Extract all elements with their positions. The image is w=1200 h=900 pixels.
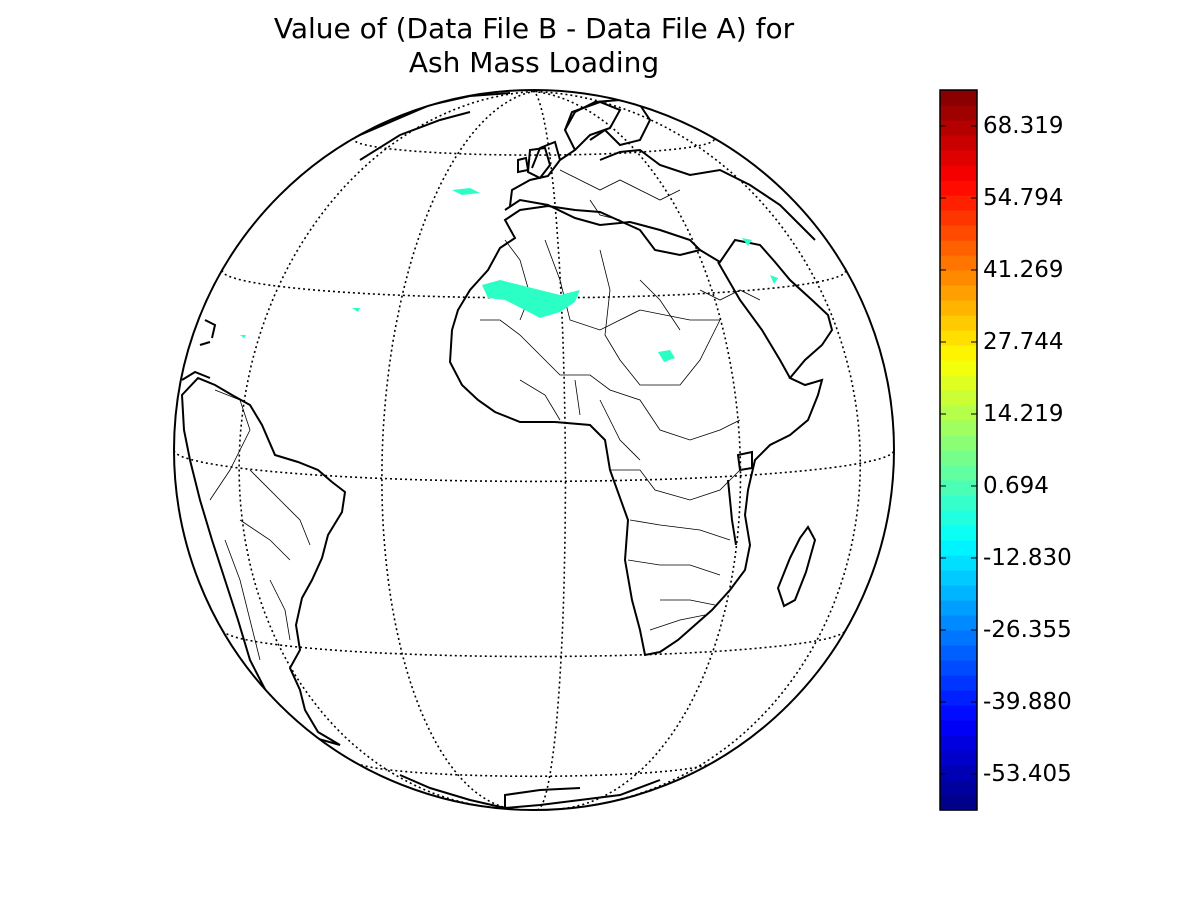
colorbar-level bbox=[940, 315, 977, 331]
british-isles-coastline bbox=[517, 146, 552, 180]
colorbar-tick-label: -39.880 bbox=[983, 689, 1072, 715]
colorbar-level bbox=[940, 195, 977, 211]
meridian-line bbox=[533, 90, 742, 810]
colorbar-level bbox=[940, 720, 977, 736]
colorbar-level bbox=[940, 165, 977, 181]
lake-victoria bbox=[736, 450, 753, 472]
colorbar-level bbox=[940, 270, 977, 286]
land-boundaries bbox=[180, 92, 834, 810]
chart-title-line-1: Value of (Data File B - Data File A) for bbox=[273, 12, 795, 45]
colorbar-level bbox=[940, 570, 977, 586]
colorbar-level bbox=[940, 150, 977, 166]
colorbar-level bbox=[940, 765, 977, 781]
colorbar-tick-label: 27.744 bbox=[983, 329, 1064, 355]
globe-background bbox=[174, 90, 894, 810]
colorbar-tick-label: 14.219 bbox=[983, 401, 1064, 427]
colorbar-level bbox=[940, 180, 977, 196]
colorbar-level bbox=[940, 420, 977, 436]
colorbar-level bbox=[940, 510, 977, 526]
globe-outline bbox=[173, 89, 895, 811]
colorbar-tick-label: 0.694 bbox=[983, 473, 1049, 499]
madagascar-coastline bbox=[776, 525, 817, 608]
colorbar-level bbox=[940, 780, 977, 796]
colorbar-level bbox=[940, 675, 977, 691]
colorbar-level bbox=[940, 645, 977, 661]
colorbar-level bbox=[940, 330, 977, 346]
colorbar-level bbox=[940, 255, 977, 271]
colorbar-level bbox=[940, 375, 977, 391]
colorbar-level bbox=[940, 120, 977, 136]
colorbar-level bbox=[940, 435, 977, 451]
europe-coastline bbox=[509, 100, 816, 241]
colorbar-tick-label: 41.269 bbox=[983, 257, 1064, 283]
colorbar-level bbox=[940, 240, 977, 256]
colorbar-level bbox=[940, 465, 977, 481]
colorbar-level bbox=[940, 525, 977, 541]
colorbar-tick-marks bbox=[940, 125, 977, 775]
colorbar-level bbox=[940, 285, 977, 301]
data-patch-red-sea bbox=[742, 238, 778, 284]
country-borders bbox=[209, 169, 761, 661]
data-patch-sahara bbox=[482, 280, 580, 318]
colorbar-level bbox=[940, 90, 977, 106]
colorbar-level bbox=[940, 600, 977, 616]
colorbar-level bbox=[940, 540, 977, 556]
parallel-line bbox=[353, 136, 715, 156]
colorbar-tick-label: -53.405 bbox=[983, 761, 1072, 787]
colorbar-level bbox=[940, 405, 977, 421]
colorbar-level bbox=[940, 735, 977, 751]
meridian-line bbox=[381, 90, 535, 810]
colorbar-level bbox=[940, 555, 977, 571]
lake-tanganyika bbox=[727, 479, 737, 546]
meridian-line bbox=[533, 90, 567, 810]
scandinavia-coastline bbox=[564, 98, 652, 147]
colorbar-tick-label: -12.830 bbox=[983, 545, 1072, 571]
colorbar-level bbox=[940, 390, 977, 406]
colorbar-level bbox=[940, 105, 977, 121]
africa-coastline bbox=[448, 204, 834, 657]
colorbar-level bbox=[940, 750, 977, 766]
colorbar-level bbox=[940, 615, 977, 631]
colorbar-level bbox=[940, 480, 977, 496]
colorbar-level bbox=[940, 495, 977, 511]
colorbar-tick-label: 54.794 bbox=[983, 185, 1064, 211]
caribbean-coastline bbox=[181, 319, 217, 381]
colorbar-level bbox=[940, 450, 977, 466]
colorbar-level bbox=[940, 705, 977, 721]
data-patch-atlantic-north bbox=[452, 188, 480, 195]
colorbar-level bbox=[940, 225, 977, 241]
colorbar-level bbox=[940, 795, 977, 811]
colorbar-frame bbox=[939, 89, 978, 811]
colorbar-level bbox=[940, 135, 977, 151]
red-sea-coastline bbox=[717, 261, 791, 379]
mediterranean-coastline bbox=[504, 198, 701, 251]
colorbar-tick-label: -26.355 bbox=[983, 617, 1072, 643]
colorbar-level bbox=[940, 690, 977, 706]
colorbar-levels bbox=[940, 90, 977, 811]
colorbar-level bbox=[940, 210, 977, 226]
colorbar-level bbox=[940, 345, 977, 361]
data-overlay bbox=[240, 188, 778, 362]
colorbar-level bbox=[940, 360, 977, 376]
meridian-line bbox=[533, 90, 862, 805]
colorbar-level bbox=[940, 660, 977, 676]
south-america-coastline bbox=[180, 376, 347, 746]
colorbar-level bbox=[940, 630, 977, 646]
data-patch-chad bbox=[658, 350, 675, 362]
colorbar-level bbox=[940, 300, 977, 316]
chart-title-line-2: Ash Mass Loading bbox=[408, 46, 660, 79]
colorbar-level bbox=[940, 585, 977, 601]
antarctica-coastline bbox=[399, 774, 661, 810]
colorbar-tick-label: 68.319 bbox=[983, 113, 1064, 139]
